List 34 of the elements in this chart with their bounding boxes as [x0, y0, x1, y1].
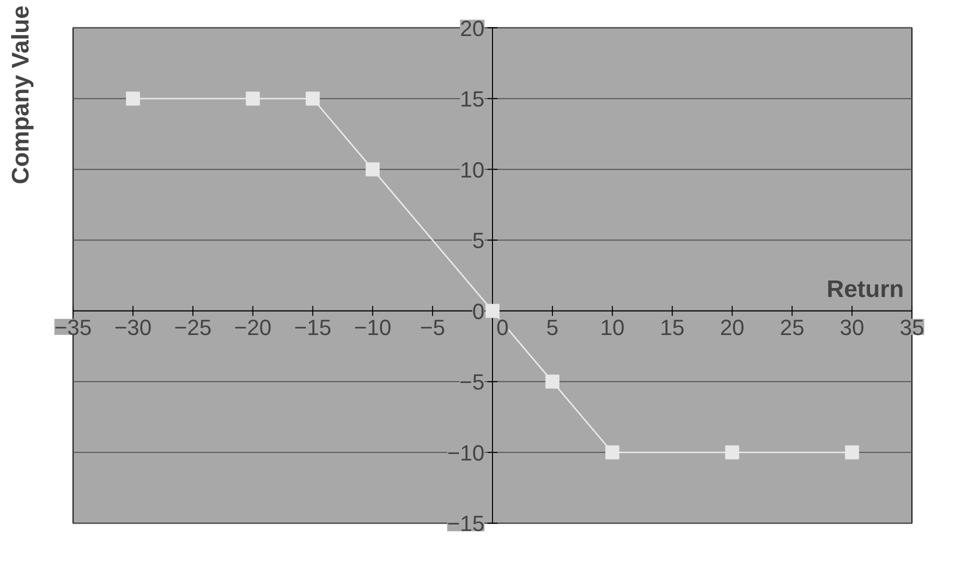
point	[246, 92, 260, 106]
point	[486, 304, 500, 318]
point	[366, 162, 380, 176]
x-tick-label: 5	[546, 314, 559, 340]
y-axis-title: Company Value	[8, 5, 34, 184]
point	[126, 92, 140, 106]
x-tick-label: −30	[114, 314, 152, 340]
y-tick-label: −5	[459, 370, 485, 395]
x-tick-label: −25	[174, 314, 212, 340]
x-tick-label: 25	[780, 314, 804, 340]
y-tick-label: 10	[460, 157, 485, 182]
y-tick-label: −15	[447, 511, 485, 536]
y-tick-label: 5	[472, 228, 485, 254]
x-tick-label: 0	[496, 314, 509, 340]
point	[605, 445, 620, 460]
x-tick-label: −35	[54, 314, 92, 340]
x-tick-label: 35	[900, 314, 924, 340]
x-tick-label: 10	[600, 314, 625, 340]
x-tick-label: −15	[294, 314, 332, 340]
y-tick-label: −10	[447, 440, 485, 466]
point	[845, 445, 860, 460]
x-tick-label: 15	[660, 314, 685, 340]
y-tick-label: 15	[460, 86, 485, 112]
y-tick-label: 0	[472, 298, 485, 324]
x-tick-label: −20	[234, 314, 272, 340]
point	[545, 374, 560, 389]
y-tick-label: 20	[460, 16, 485, 41]
x-axis-title: Return	[826, 276, 904, 303]
x-tick-label: −10	[354, 314, 392, 340]
x-tick-label: −5	[420, 314, 446, 340]
x-tick-label: 20	[720, 314, 744, 340]
point	[306, 92, 320, 106]
x-tick-label: 30	[840, 314, 864, 340]
point	[725, 445, 740, 460]
